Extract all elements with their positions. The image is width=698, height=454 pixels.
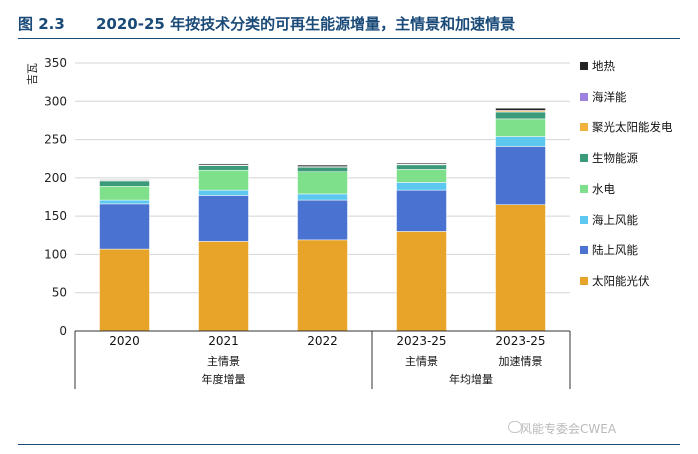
bar-segment xyxy=(495,204,546,332)
legend-swatch xyxy=(580,215,588,224)
legend-swatch xyxy=(580,62,588,70)
figure-header: 图 2.3 2020-25 年按技术分类的可再生能源增量，主情景和加速情景 xyxy=(0,0,698,40)
x-tick-label: 2023-25 xyxy=(396,334,446,348)
legend-label: 太阳能光伏 xyxy=(592,273,650,288)
bar-segment xyxy=(99,186,150,201)
bar-segment xyxy=(198,163,249,166)
legend-label: 地热 xyxy=(592,59,615,73)
group-label: 年均增量 xyxy=(449,372,493,386)
y-tick-label: 350 xyxy=(44,56,67,70)
wechat-icon xyxy=(508,421,522,433)
y-tick-label: 0 xyxy=(59,324,67,338)
bar-segment xyxy=(99,199,150,205)
y-tick-label: 100 xyxy=(44,247,67,261)
bar-segment xyxy=(198,165,249,171)
legend-swatch xyxy=(580,123,588,132)
category-sublabel: 加速情景 xyxy=(499,355,543,368)
header-rule xyxy=(18,38,680,39)
bar-segment xyxy=(99,248,150,332)
bar-segment xyxy=(495,136,546,147)
bar-segment xyxy=(396,162,447,165)
watermark-text: 风能专委会CWEA xyxy=(520,422,617,436)
y-tick-label: 200 xyxy=(44,171,67,185)
bar-segment xyxy=(297,239,348,332)
category-sublabel: 主情景 xyxy=(405,355,438,368)
bar-segment xyxy=(495,107,546,111)
bar-segment xyxy=(198,189,249,196)
bar-segment xyxy=(99,179,150,181)
bar-segment xyxy=(495,111,546,120)
bar-segment xyxy=(198,241,249,332)
bar-segment xyxy=(198,195,249,242)
footer-rule xyxy=(18,444,680,445)
figure-number: 图 2.3 xyxy=(18,15,65,33)
bar-segment xyxy=(396,182,447,191)
x-tick-label: 2022 xyxy=(307,334,338,348)
bar-segment xyxy=(99,180,150,187)
legend-swatch xyxy=(580,246,588,255)
y-tick-label: 50 xyxy=(52,286,67,300)
legend-label: 生物能源 xyxy=(592,151,638,166)
bar-segment xyxy=(396,169,447,183)
bar-segment xyxy=(396,164,447,170)
y-axis-label: 吉瓦 xyxy=(26,63,39,85)
legend-swatch xyxy=(580,184,588,193)
legend-label: 海洋能 xyxy=(592,89,627,104)
y-tick-label: 300 xyxy=(44,94,67,108)
bar-segment xyxy=(495,146,546,205)
bar-segment xyxy=(297,193,348,201)
legend-label: 海上风能 xyxy=(592,212,638,227)
figure-title: 2020-25 年按技术分类的可再生能源增量，主情景和加速情景 xyxy=(96,15,516,33)
x-tick-label: 2023-25 xyxy=(495,334,545,348)
bar-segment xyxy=(297,171,348,195)
bar-segment xyxy=(396,189,447,232)
bar-segment xyxy=(495,118,546,137)
bar-segment xyxy=(198,169,249,191)
group-label: 年度增量 xyxy=(202,372,246,386)
bar-segment xyxy=(297,164,348,167)
legend-swatch xyxy=(580,276,588,285)
bar-segment xyxy=(99,203,150,250)
bar-segment xyxy=(396,231,447,332)
legend-label: 陆上风能 xyxy=(592,243,638,258)
x-tick-label: 2021 xyxy=(208,334,239,348)
x-tick-label: 2020 xyxy=(109,334,140,348)
bar-segment xyxy=(297,199,348,241)
legend-swatch xyxy=(580,92,588,101)
y-tick-label: 250 xyxy=(44,133,67,147)
y-tick-label: 150 xyxy=(44,209,67,223)
category-sublabel: 主情景 xyxy=(207,355,240,368)
legend-label: 水电 xyxy=(592,181,615,196)
legend-swatch xyxy=(580,154,588,163)
legend-label: 聚光太阳能发电 xyxy=(592,120,673,135)
bar-segment xyxy=(297,166,348,172)
